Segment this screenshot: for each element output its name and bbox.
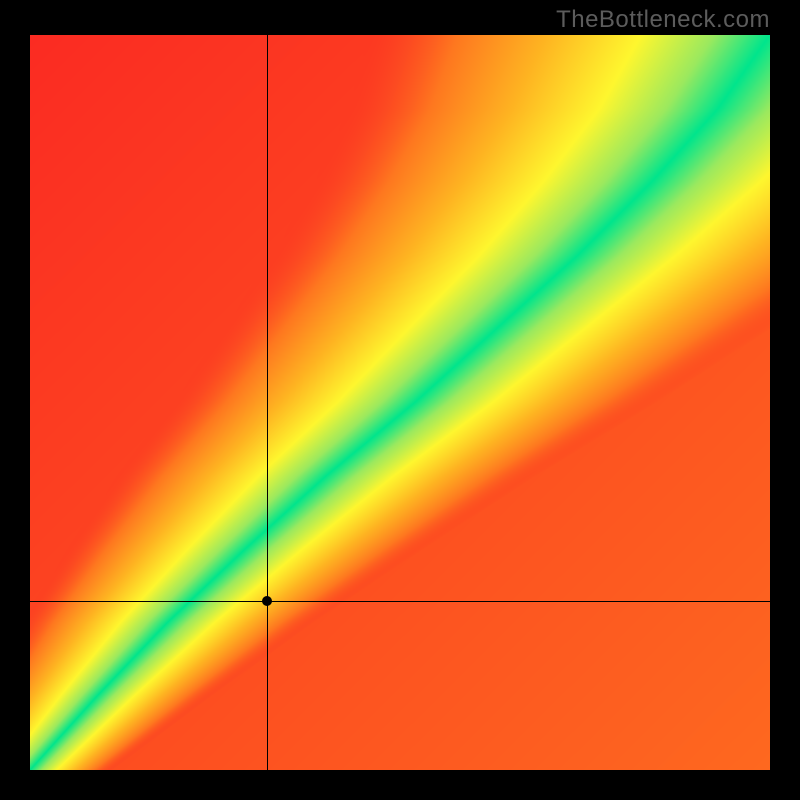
plot-area: [30, 35, 770, 770]
watermark-text: TheBottleneck.com: [556, 6, 770, 34]
heatmap-canvas: [30, 35, 770, 770]
chart-frame: TheBottleneck.com: [0, 0, 800, 800]
